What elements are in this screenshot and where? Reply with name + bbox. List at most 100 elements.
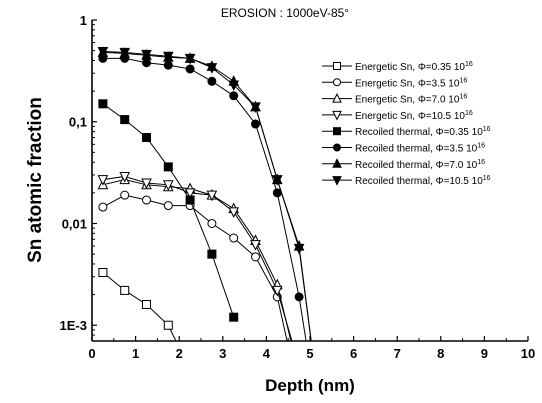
legend-label-exponent: 16 [459, 94, 467, 101]
data-point [229, 233, 239, 243]
legend-marker [333, 78, 341, 87]
x-axis-title: Depth (nm) [265, 376, 355, 395]
series-layer [97, 46, 312, 341]
data-point [207, 249, 217, 259]
x-tick-label: 10 [521, 346, 535, 361]
legend-label-exponent: 16 [483, 175, 491, 182]
series-line [102, 103, 235, 318]
x-tick-label: 5 [306, 346, 313, 361]
legend-label: Energetic Sn, Φ=0.35 1016 [355, 61, 473, 73]
legend-item: Recoiled thermal, Φ=10.5 1016 [322, 175, 491, 187]
data-point [141, 178, 152, 190]
legend-label: Recoiled thermal, Φ=0.35 1016 [355, 126, 491, 138]
y-axis-title: Sn atomic fraction [25, 97, 46, 263]
legend-label: Recoiled thermal, Φ=3.5 1016 [355, 143, 485, 155]
legend-label: Energetic Sn, Φ=10.5 1016 [355, 110, 473, 122]
legend-marker [333, 143, 341, 152]
series-2 [98, 190, 288, 341]
y-tick-label: 0,1 [69, 115, 87, 130]
data-point [271, 175, 283, 186]
data-point [206, 63, 218, 74]
data-point [271, 285, 283, 297]
data-point [294, 292, 304, 302]
data-point [119, 171, 131, 183]
data-point [206, 190, 218, 202]
legend-marker [332, 92, 342, 103]
series-6 [98, 53, 307, 341]
data-point [120, 115, 130, 125]
data-point [185, 64, 195, 74]
legend-item: Recoiled thermal, Φ=0.35 1016 [322, 126, 491, 138]
data-point [185, 195, 195, 205]
legend-marker [332, 176, 342, 186]
data-point [250, 240, 261, 251]
axes: 0 1 2 3 4 5 6 7 8 9 10 1 0,1 0,01 1E-3 [60, 13, 536, 361]
legend-marker [332, 158, 342, 168]
data-point [98, 202, 108, 212]
series-line [102, 272, 177, 341]
data-point [120, 190, 130, 200]
data-point [120, 285, 130, 295]
legend-item: Energetic Sn, Φ=3.5 1016 [322, 77, 467, 89]
x-tick-label: 6 [350, 346, 357, 361]
legend-label: Energetic Sn, Φ=7.0 1016 [355, 94, 467, 106]
legend-marker [333, 62, 341, 70]
series-line [102, 57, 307, 341]
legend-label-exponent: 16 [477, 159, 485, 166]
legend-label-exponent: 16 [465, 110, 473, 117]
series-1 [98, 267, 177, 341]
data-point [229, 91, 239, 101]
series-8 [97, 47, 312, 341]
legend-label-exponent: 16 [465, 61, 473, 68]
x-tick-label: 0 [88, 346, 95, 361]
data-point [229, 312, 239, 322]
y-tick-label: 1 [80, 13, 87, 28]
series-5 [98, 99, 239, 322]
legend-label: Recoiled thermal, Φ=7.0 1016 [355, 159, 485, 171]
data-point [98, 99, 108, 109]
data-point [162, 180, 174, 191]
legend-label: Energetic Sn, Φ=3.5 1016 [355, 77, 467, 89]
data-point [97, 47, 109, 58]
data-point [141, 49, 152, 61]
legend-label-exponent: 16 [459, 77, 467, 84]
x-tick-label: 1 [132, 346, 139, 361]
data-point [251, 119, 260, 129]
data-point [163, 201, 173, 211]
legend-label: Recoiled thermal, Φ=10.5 1016 [355, 175, 491, 187]
legend-label-exponent: 16 [477, 143, 485, 150]
data-point [207, 218, 217, 228]
x-tick-label: 3 [219, 346, 226, 361]
x-tick-label: 8 [437, 346, 444, 361]
data-point [228, 80, 240, 92]
series-line [102, 51, 312, 341]
legend-marker [332, 110, 342, 121]
legend-marker [333, 127, 341, 136]
data-point [142, 299, 151, 309]
legend-item: Energetic Sn, Φ=0.35 1016 [322, 61, 473, 73]
legend-item: Recoiled thermal, Φ=3.5 1016 [322, 143, 485, 155]
data-point [184, 53, 196, 65]
data-point [184, 188, 196, 199]
data-point [162, 51, 174, 63]
data-point [97, 175, 109, 186]
data-point [119, 47, 131, 59]
x-tick-label: 4 [263, 346, 271, 361]
chart-title: EROSION : 1000eV-85° [221, 6, 349, 20]
data-point [293, 243, 305, 255]
series-line [102, 194, 288, 341]
legend: Energetic Sn, Φ=0.35 1016 Energetic Sn, Φ… [322, 61, 491, 187]
data-point [98, 267, 108, 277]
x-tick-label: 9 [481, 346, 488, 361]
legend-item: Recoiled thermal, Φ=7.0 1016 [322, 158, 485, 171]
data-point [251, 252, 260, 262]
x-tick-label: 7 [394, 346, 401, 361]
data-point [228, 207, 240, 219]
data-point [163, 320, 173, 330]
series-line [102, 175, 293, 341]
legend-label-exponent: 16 [483, 126, 491, 133]
data-point [163, 162, 173, 172]
y-tick-label: 1E-3 [60, 318, 87, 333]
series-line [102, 179, 292, 341]
